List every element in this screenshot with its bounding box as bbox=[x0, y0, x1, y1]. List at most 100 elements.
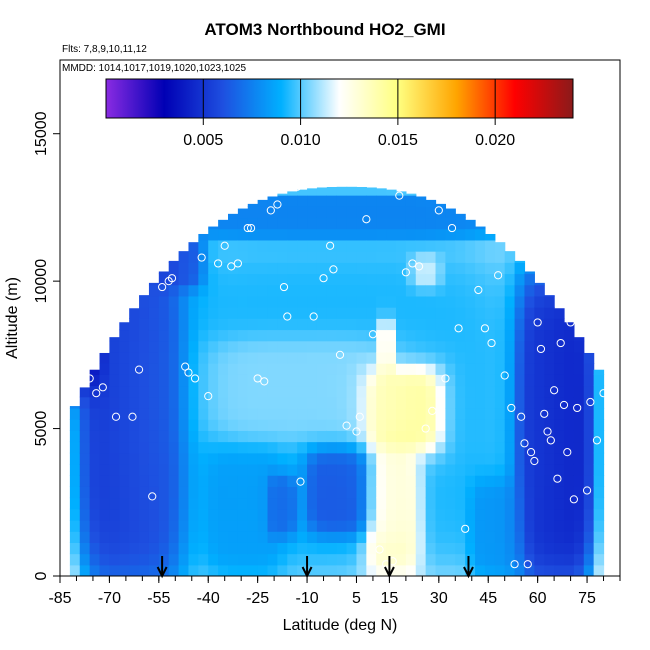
heatmap-cell bbox=[218, 363, 229, 375]
heatmap-cell bbox=[247, 351, 259, 364]
heatmap-cell bbox=[336, 307, 348, 319]
x-tick-label: 30 bbox=[430, 590, 448, 607]
heatmap-cell bbox=[99, 452, 111, 465]
heatmap-cell bbox=[564, 419, 575, 431]
heatmap-cell bbox=[198, 463, 209, 476]
observation-point bbox=[414, 262, 424, 271]
heatmap-cell bbox=[237, 318, 249, 331]
heatmap-cell bbox=[534, 340, 545, 353]
heatmap-cell bbox=[188, 564, 199, 576]
heatmap-cell bbox=[514, 508, 526, 521]
heatmap-cell bbox=[307, 351, 318, 364]
heatmap-cell bbox=[475, 419, 486, 431]
heatmap-cell bbox=[247, 531, 259, 543]
heatmap-cell bbox=[336, 284, 348, 297]
heatmap-cell bbox=[435, 374, 447, 387]
heatmap-cell bbox=[228, 441, 239, 454]
heatmap-cell bbox=[168, 497, 180, 510]
heatmap-cell bbox=[257, 284, 269, 297]
heatmap-cell bbox=[376, 475, 387, 487]
heatmap-cell bbox=[247, 486, 259, 499]
heatmap-cell bbox=[139, 553, 150, 566]
heatmap-cell bbox=[504, 307, 516, 319]
heatmap-cell bbox=[445, 497, 456, 510]
heatmap-cell bbox=[376, 553, 387, 566]
heatmap-cell bbox=[386, 262, 397, 275]
heatmap-cell bbox=[129, 430, 140, 443]
heatmap-cell bbox=[366, 329, 377, 342]
heatmap-cell bbox=[297, 251, 308, 263]
heatmap-cell bbox=[455, 463, 466, 476]
heatmap-cell bbox=[228, 251, 239, 263]
heatmap-cell bbox=[326, 430, 338, 443]
heatmap-cell bbox=[494, 497, 506, 510]
heatmap-cell bbox=[297, 407, 308, 420]
heatmap-cell bbox=[198, 542, 209, 555]
heatmap-cell bbox=[218, 452, 229, 465]
heatmap-cell bbox=[168, 260, 180, 263]
heatmap-cell bbox=[346, 318, 358, 331]
heatmap-cell bbox=[326, 519, 338, 532]
flights-label: Flts: 7,8,9,10,11,12 bbox=[62, 44, 147, 55]
heatmap-cell bbox=[218, 351, 229, 364]
heatmap-cell bbox=[356, 419, 367, 431]
heatmap-cell bbox=[119, 486, 130, 499]
heatmap-cell bbox=[218, 329, 229, 342]
heatmap-cell bbox=[445, 396, 456, 409]
heatmap-cell bbox=[445, 542, 456, 555]
heatmap-cell bbox=[544, 307, 555, 319]
heatmap-cell bbox=[475, 564, 486, 576]
x-tick-label: 45 bbox=[479, 590, 497, 607]
heatmap-cell bbox=[326, 340, 338, 353]
heatmap-cell bbox=[425, 564, 437, 576]
heatmap-cell bbox=[148, 486, 160, 499]
heatmap-cell bbox=[316, 385, 328, 398]
heatmap-cell bbox=[228, 329, 239, 342]
heatmap-cell bbox=[475, 463, 486, 476]
heatmap-cell bbox=[336, 329, 348, 342]
heatmap-cell bbox=[247, 262, 259, 275]
heatmap-cell bbox=[583, 497, 595, 510]
heatmap-cell bbox=[336, 363, 348, 375]
heatmap-cell bbox=[445, 251, 456, 263]
heatmap-cell bbox=[593, 564, 605, 576]
heatmap-cell bbox=[307, 284, 318, 297]
heatmap-cell bbox=[99, 419, 111, 431]
heatmap-cell bbox=[109, 385, 120, 398]
heatmap-cell bbox=[316, 374, 328, 387]
heatmap-cell bbox=[89, 441, 101, 454]
heatmap-cell bbox=[514, 396, 526, 409]
heatmap-cell bbox=[168, 519, 180, 532]
heatmap-cell bbox=[356, 195, 367, 207]
heatmap-cell bbox=[307, 542, 318, 555]
heatmap-cell bbox=[168, 318, 180, 331]
heatmap-cell bbox=[356, 553, 367, 566]
heatmap-cell bbox=[534, 475, 545, 487]
heatmap-cell bbox=[494, 463, 506, 476]
heatmap-cell bbox=[583, 352, 595, 364]
heatmap-cell bbox=[307, 251, 318, 263]
heatmap-cell bbox=[79, 519, 91, 532]
heatmap-cell bbox=[405, 531, 417, 543]
heatmap-cell bbox=[89, 396, 101, 409]
heatmap-cell bbox=[287, 262, 298, 275]
heatmap-cell bbox=[504, 318, 516, 331]
heatmap-cell bbox=[514, 262, 526, 275]
heatmap-cell bbox=[158, 553, 170, 566]
heatmap-cell bbox=[445, 564, 456, 576]
heatmap-cell bbox=[514, 553, 526, 566]
heatmap-cell bbox=[455, 307, 466, 319]
heatmap-cell bbox=[573, 531, 585, 543]
heatmap-cell bbox=[109, 486, 120, 499]
heatmap-cell bbox=[396, 531, 407, 543]
heatmap-cell bbox=[465, 351, 476, 364]
heatmap-cell bbox=[534, 519, 545, 532]
heatmap-cell bbox=[198, 531, 209, 543]
heatmap-cell bbox=[593, 553, 605, 566]
heatmap-cell bbox=[69, 406, 81, 409]
heatmap-cell bbox=[158, 340, 170, 353]
heatmap-cell bbox=[405, 396, 417, 409]
heatmap-cell bbox=[237, 329, 249, 342]
heatmap-cell bbox=[376, 188, 387, 196]
